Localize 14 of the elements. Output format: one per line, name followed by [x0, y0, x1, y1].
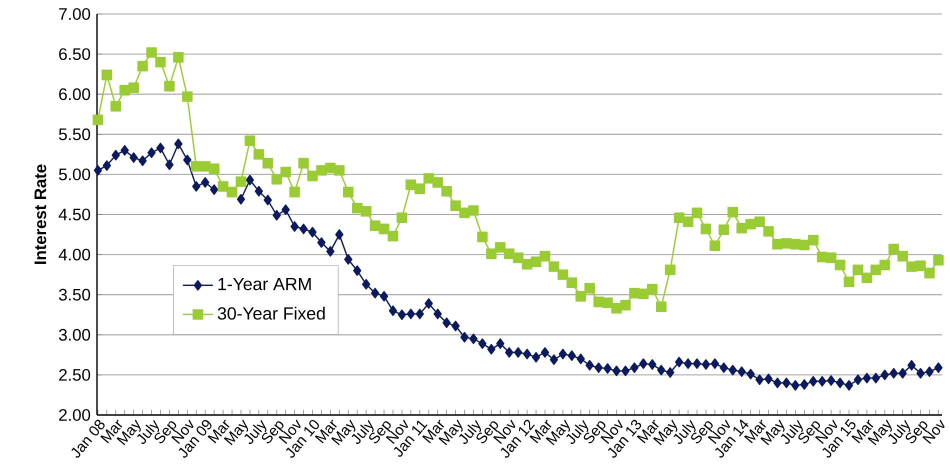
legend-label: 1-Year ARM	[218, 278, 311, 290]
y-tick-label: 4.00	[58, 248, 90, 261]
y-tick-label: 5.50	[58, 128, 90, 140]
y-tick-label: 6.00	[59, 88, 90, 100]
y-tick-label: 5.00	[58, 168, 90, 180]
y-tick-label: 3.50	[58, 288, 90, 301]
y-axis-title: Interest Rate	[34, 164, 46, 264]
y-tick-label: 3.00	[58, 328, 90, 341]
legend-label: 30-Year Fixed	[218, 306, 325, 320]
y-tick-label: 4.50	[58, 208, 90, 220]
y-tick-label: 7.00	[59, 8, 90, 20]
y-tick-label: 2.00	[59, 409, 90, 421]
y-tick-label: 2.50	[59, 368, 90, 381]
y-tick-label: 6.50	[59, 48, 90, 60]
